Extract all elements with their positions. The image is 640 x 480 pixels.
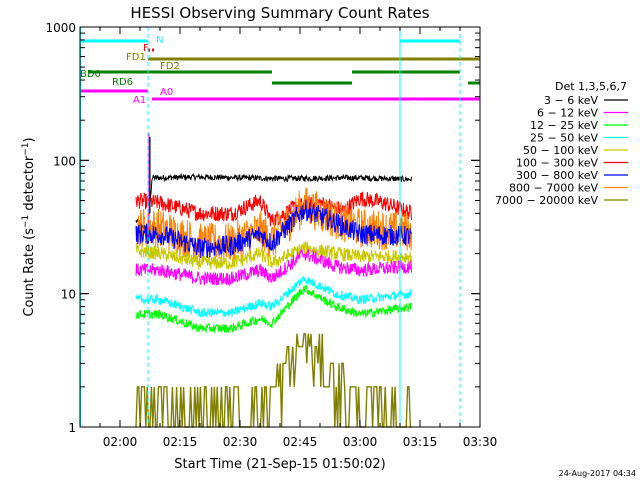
- legend-entry-label: 800 − 7000 keV: [509, 182, 598, 195]
- x-tick-label: 03:00: [343, 435, 378, 449]
- legend-entry-label: 3 − 6 keV: [544, 94, 598, 107]
- x-tick-label: 03:15: [403, 435, 438, 449]
- legend-entry-label: 300 − 800 keV: [516, 169, 598, 182]
- flag-label-a0: A0: [160, 87, 173, 98]
- series-line-1: [135, 172, 413, 232]
- y-axis-label-mid: detector: [22, 155, 37, 215]
- y-axis-label-sup1: −1: [21, 215, 31, 228]
- chart-title: HESSI Observing Summary Count Rates: [130, 4, 429, 22]
- flag-label-bd0: BD0: [80, 69, 101, 80]
- series-line-6: [135, 248, 413, 287]
- x-tick-label: 02:30: [223, 435, 258, 449]
- legend-entry-label: 50 − 100 keV: [523, 144, 598, 157]
- y-tick-label: 1000: [45, 21, 76, 35]
- series-line-4: [135, 199, 412, 259]
- series-line-7: [135, 276, 412, 318]
- series-line-9: [135, 333, 412, 428]
- legend-title: Det 1,3,5,6,7: [555, 80, 627, 93]
- y-axis-label: Count Rate (s−1 detector−1): [21, 137, 37, 316]
- flag-label-n: N: [156, 35, 163, 46]
- flag-label-fd2: FD2: [160, 61, 180, 72]
- y-axis: 1 10 100 1000: [45, 21, 480, 435]
- y-tick-label: 10: [61, 288, 76, 302]
- y-tick-label: 100: [53, 154, 76, 168]
- x-axis: 02:00 02:15 02:30 02:45 03:00 03:15 03:30: [79, 27, 498, 449]
- x-axis-label: Start Time (21-Sep-15 01:50:02): [174, 457, 385, 472]
- legend-entry-label: 12 − 25 keV: [530, 119, 598, 132]
- x-tick-label: 03:30: [463, 435, 498, 449]
- y-axis-label-sup2: −1: [21, 142, 31, 155]
- plot-series: [135, 133, 413, 428]
- legend-entry-label: 6 − 12 keV: [537, 107, 598, 120]
- x-tick-label: 02:15: [163, 435, 198, 449]
- legend-entry-label: 100 − 300 keV: [516, 157, 598, 170]
- flag-label-a1: A1: [133, 95, 146, 106]
- x-tick-label: 02:45: [283, 435, 318, 449]
- footer-date: 24-Aug-2017 04:34: [559, 469, 636, 478]
- legend-entry-label: 25 − 50 keV: [530, 132, 598, 145]
- y-axis-label-end: ): [22, 137, 37, 142]
- flag-label-rd6: RD6: [112, 77, 133, 88]
- flag-label-f: F: [143, 43, 149, 54]
- flag-label-fd1: FD1: [126, 52, 146, 63]
- legend-entry-label: 7000 − 20000 keV: [495, 194, 598, 207]
- series-line-5: [135, 241, 413, 271]
- y-tick-label: 1: [68, 421, 76, 435]
- series-line-8: [135, 284, 413, 334]
- y-axis-label-main: Count Rate (s: [22, 228, 37, 317]
- x-tick-label: 02:00: [103, 435, 138, 449]
